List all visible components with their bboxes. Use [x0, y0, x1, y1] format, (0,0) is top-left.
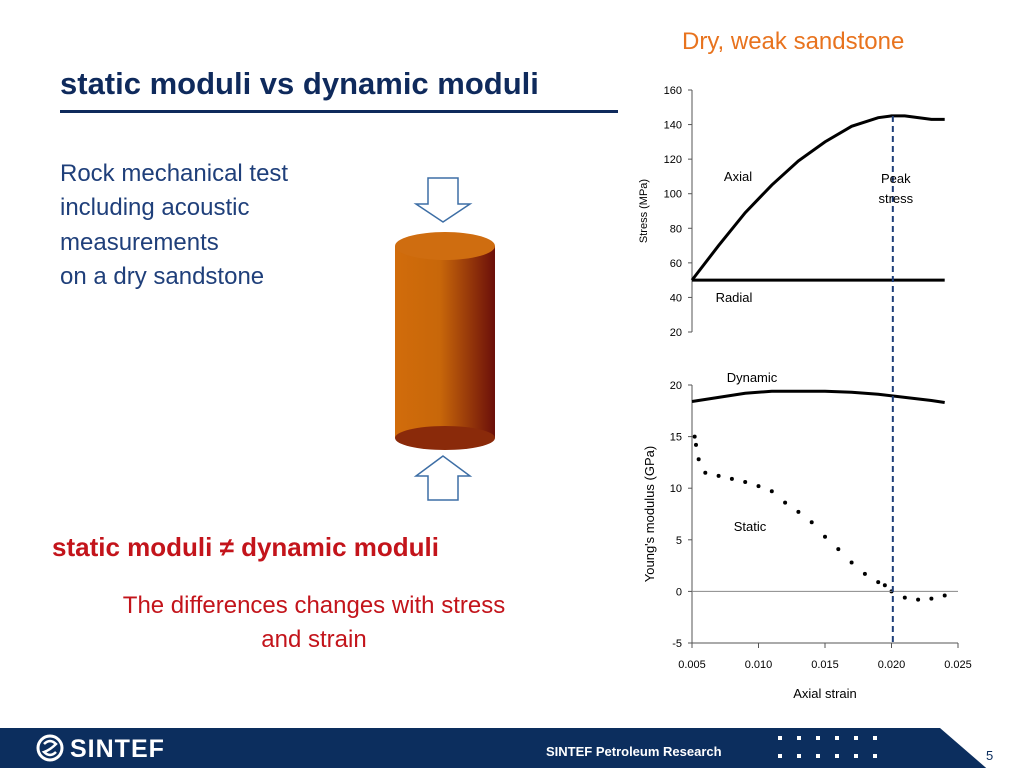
y-tick-label: 10 — [670, 483, 682, 495]
y-tick-label: -5 — [672, 638, 682, 650]
y-tick-label: 40 — [670, 292, 682, 304]
sandstone-sample — [395, 177, 495, 501]
static-data-point — [942, 593, 947, 598]
footer-dot — [873, 736, 877, 740]
cylinder-top — [395, 232, 495, 260]
y-tick-label: 100 — [664, 189, 682, 201]
footer-dot — [854, 754, 858, 758]
x-tick-label: 0.005 — [678, 659, 706, 671]
x-axis-label: Axial strain — [793, 686, 857, 701]
static-data-point — [692, 434, 697, 439]
y-tick-label: 140 — [664, 120, 682, 132]
static-data-point — [703, 470, 708, 475]
title-underline — [60, 110, 618, 113]
x-tick-label: 0.020 — [878, 659, 906, 671]
y-tick-label: 20 — [670, 380, 682, 392]
y-tick-label: 15 — [670, 432, 682, 444]
difference-text-line: and strain — [261, 626, 367, 653]
body-text-line: Rock mechanical test — [60, 160, 289, 187]
static-data-point — [769, 489, 774, 494]
footer-bar — [0, 728, 1024, 768]
series-label-dynamic: Dynamic — [727, 370, 778, 385]
static-data-point — [862, 571, 867, 576]
footer-dot — [778, 754, 782, 758]
static-data-point — [743, 480, 748, 485]
y-tick-label: 160 — [664, 85, 682, 97]
static-data-point — [876, 580, 881, 585]
peak-stress-label: Peak — [881, 171, 911, 186]
peak-stress-label: stress — [878, 191, 913, 206]
static-data-point — [809, 520, 814, 525]
slide-title: static moduli vs dynamic moduli — [60, 66, 539, 101]
moduli-inequality: static moduli ≠ dynamic moduli — [52, 532, 439, 562]
footer-dot — [816, 754, 820, 758]
series-line-axial — [690, 114, 945, 282]
footer-dot — [797, 736, 801, 740]
sintef-logo-icon — [36, 734, 64, 762]
series-label-static: Static — [734, 519, 767, 534]
x-tick-label: 0.010 — [745, 659, 773, 671]
static-data-point — [902, 595, 907, 600]
footer-dot — [778, 736, 782, 740]
y-axis-label: Young's modulus (GPa) — [642, 446, 657, 582]
footer-dot — [854, 736, 858, 740]
static-data-point — [716, 473, 721, 478]
x-tick-label: 0.025 — [944, 659, 972, 671]
chart-subtitle: Dry, weak sandstone — [682, 28, 905, 55]
sintef-logo-text: SINTEF — [70, 735, 165, 763]
up-arrow-icon — [413, 455, 473, 501]
static-data-point — [756, 484, 761, 489]
static-data-point — [882, 583, 887, 588]
y-tick-label: 20 — [670, 327, 682, 339]
cylinder-body — [395, 246, 495, 438]
static-data-point — [849, 560, 854, 565]
moduli-chart: 20 40 60 80 100 120 140 160 Stress (MPa) -5 0 5 10 15… — [638, 85, 972, 701]
static-data-point — [783, 500, 788, 505]
series-label-axial: Axial — [724, 169, 752, 184]
series-label-radial: Radial — [716, 290, 753, 305]
footer-label: SINTEF Petroleum Research — [546, 744, 722, 759]
static-data-point — [696, 457, 701, 462]
page-number: 5 — [986, 748, 994, 763]
y-tick-label: 120 — [664, 154, 682, 166]
footer-dot — [873, 754, 877, 758]
footer-dot — [797, 754, 801, 758]
y-tick-label: 60 — [670, 258, 682, 270]
cylinder-bottom — [395, 426, 495, 450]
series-line-dynamic — [691, 389, 945, 405]
y-tick-label: 0 — [676, 586, 682, 598]
static-data-point — [729, 476, 734, 481]
x-tick-label: 0.015 — [811, 659, 839, 671]
y-tick-label: 5 — [676, 535, 682, 547]
static-data-point — [916, 597, 921, 602]
difference-text-line: The differences changes with stress — [122, 592, 506, 619]
static-data-point — [929, 596, 934, 601]
body-text-line: measurements — [60, 229, 219, 256]
down-arrow-icon — [413, 177, 473, 223]
static-data-point — [836, 547, 841, 552]
static-data-point — [823, 534, 827, 539]
y-axis-label: Stress (MPa) — [638, 179, 650, 243]
footer-dot — [835, 736, 839, 740]
body-text-line: on a dry sandstone — [60, 263, 265, 290]
body-text-line: including acoustic — [60, 194, 250, 221]
static-data-point — [693, 442, 698, 447]
footer-dot — [835, 754, 839, 758]
y-tick-label: 80 — [670, 223, 682, 235]
footer-dot — [816, 736, 820, 740]
static-data-point — [796, 509, 801, 514]
